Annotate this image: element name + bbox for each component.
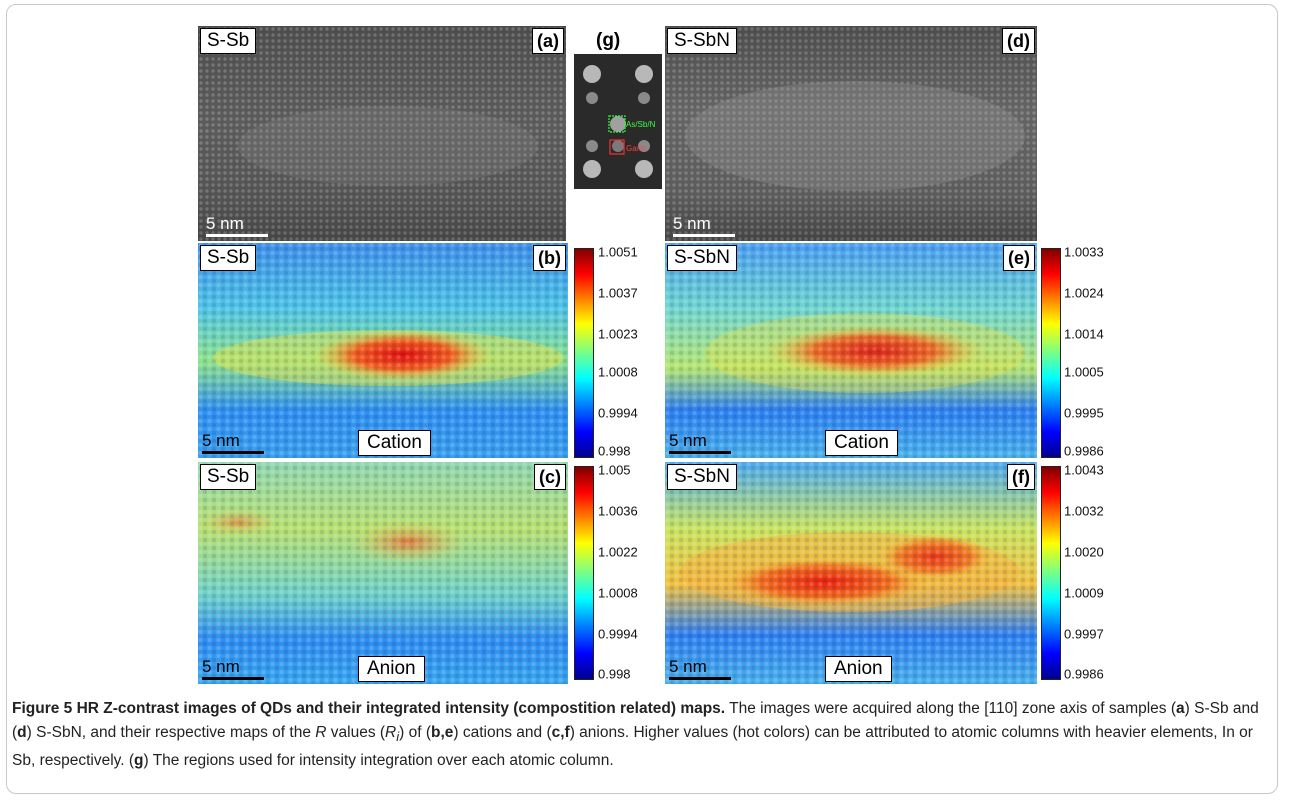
colorbar-tick: 1.0036 [598, 503, 638, 519]
panel-c-scale-text: 5 nm [202, 657, 240, 676]
panel-c-type-label: Anion [358, 656, 425, 682]
panel-c-scalebar: 5 nm [202, 658, 264, 680]
panel-e-scalebar: 5 nm [669, 432, 731, 454]
panel-a-scale-text: 5 nm [206, 214, 244, 233]
colorbar-tick: 1.0037 [598, 285, 638, 301]
colorbar-tick: 1.0008 [598, 585, 638, 601]
colorbar-tick: 0.9997 [1064, 626, 1104, 642]
panel-f-letter: (f) [1007, 464, 1035, 490]
caption-text: values ( [326, 724, 386, 741]
panel-b-cation-map: S-Sb (b) 5 nm Cation [198, 243, 568, 458]
colorbar-tick: 0.9994 [598, 626, 638, 642]
panel-c-letter: (c) [534, 464, 566, 490]
colorbar-tick: 0.998 [598, 443, 631, 459]
caption-ref-g: g [134, 752, 144, 770]
panel-a-sample-label: S-Sb [200, 28, 257, 54]
panel-c-sample-label: S-Sb [200, 464, 257, 490]
colorbar-tick: 1.0009 [1064, 585, 1104, 601]
caption-symbol-r: R [315, 724, 327, 741]
caption-symbol-ri: R [385, 724, 397, 741]
colorbar-tick: 1.0032 [1064, 503, 1104, 519]
colorbar-tick: 0.9994 [598, 405, 638, 421]
figure-frame [6, 4, 1278, 794]
panel-a-letter: (a) [532, 28, 564, 54]
colorbar-tick: 0.9986 [1064, 443, 1104, 459]
caption-text: ) of ( [399, 724, 431, 741]
panel-g-red-label: Ga/In [626, 144, 646, 153]
panel-d-scalebar: 5 nm [673, 215, 735, 237]
colorbar-tick: 1.0051 [598, 244, 638, 260]
caption-text: ) cations and ( [453, 724, 552, 741]
panel-b-scale-text: 5 nm [202, 431, 240, 450]
colorbar-tick: 1.0023 [598, 326, 638, 342]
panel-e-scale-text: 5 nm [669, 431, 707, 450]
colorbar-tick: 0.998 [598, 666, 631, 682]
panel-f-scale-text: 5 nm [669, 657, 707, 676]
panel-g-letter: (g) [596, 30, 621, 51]
colorbar-tick: 1.0005 [1064, 364, 1104, 380]
panel-b-type-label: Cation [358, 430, 431, 456]
panel-e-cation-map: S-SbN (e) 5 nm Cation [665, 243, 1037, 458]
colorbar-tick: 1.0022 [598, 544, 638, 560]
panel-f-type-label: Anion [825, 656, 892, 682]
colorbar-tick: 0.9995 [1064, 405, 1104, 421]
panel-a-stem-image: S-Sb (a) 5 nm [198, 26, 566, 241]
panel-f-anion-map: S-SbN (f) 5 nm Anion [665, 462, 1037, 684]
panel-f-scalebar: 5 nm [669, 658, 731, 680]
panel-f-colorbar [1041, 466, 1061, 680]
caption-ref-d: d [17, 724, 27, 741]
colorbar-tick: 1.0008 [598, 364, 638, 380]
panel-c-anion-map: S-Sb (c) 5 nm Anion [198, 462, 568, 684]
figure-caption: Figure 5 HR Z-contrast images of QDs and… [12, 697, 1274, 773]
colorbar-tick: 0.9986 [1064, 666, 1104, 682]
caption-text: ) S-Sb and ( [12, 700, 1259, 741]
panel-b-colorbar [574, 248, 594, 458]
panel-b-scalebar: 5 nm [202, 432, 264, 454]
panel-e-letter: (e) [1003, 245, 1035, 271]
caption-ref-a: a [1176, 700, 1185, 717]
panel-b-letter: (b) [533, 245, 566, 271]
panel-f-sample-label: S-SbN [667, 464, 737, 490]
caption-text: ) The regions used for intensity integra… [143, 752, 614, 770]
panel-g-integration-regions: As/Sb/N Ga/In [574, 54, 662, 189]
colorbar-tick: 1.0043 [1064, 462, 1104, 478]
colorbar-tick: 1.0014 [1064, 326, 1104, 342]
colorbar-tick: 1.0033 [1064, 244, 1104, 260]
panel-a-scalebar: 5 nm [206, 215, 268, 237]
panel-e-type-label: Cation [825, 430, 898, 456]
caption-text: ) S-SbN, and their respective maps of th… [26, 724, 316, 741]
panel-b-sample-label: S-Sb [200, 245, 257, 271]
panel-c-colorbar [574, 466, 594, 680]
caption-title: HR Z-contrast images of QDs and their in… [72, 700, 726, 717]
caption-label: Figure 5 [12, 700, 73, 717]
panel-d-stem-image: S-SbN (d) 5 nm [665, 26, 1037, 241]
panel-e-sample-label: S-SbN [667, 245, 737, 271]
panel-d-scale-text: 5 nm [673, 214, 711, 233]
panel-d-sample-label: S-SbN [667, 28, 737, 54]
panel-g-green-label: As/Sb/N [626, 120, 656, 129]
caption-text: The images were acquired along the [110]… [725, 700, 1177, 717]
panel-d-letter: (d) [1002, 28, 1035, 54]
panel-e-colorbar [1041, 248, 1061, 458]
colorbar-tick: 1.0024 [1064, 285, 1104, 301]
caption-subscript-i: i [396, 729, 400, 745]
caption-text: ) anions. Higher values (hot colors) can… [12, 724, 1253, 770]
colorbar-tick: 1.0020 [1064, 544, 1104, 560]
caption-ref-be: b,e [431, 724, 454, 741]
colorbar-tick: 1.005 [598, 462, 631, 478]
caption-ref-cf: c,f [551, 724, 570, 741]
